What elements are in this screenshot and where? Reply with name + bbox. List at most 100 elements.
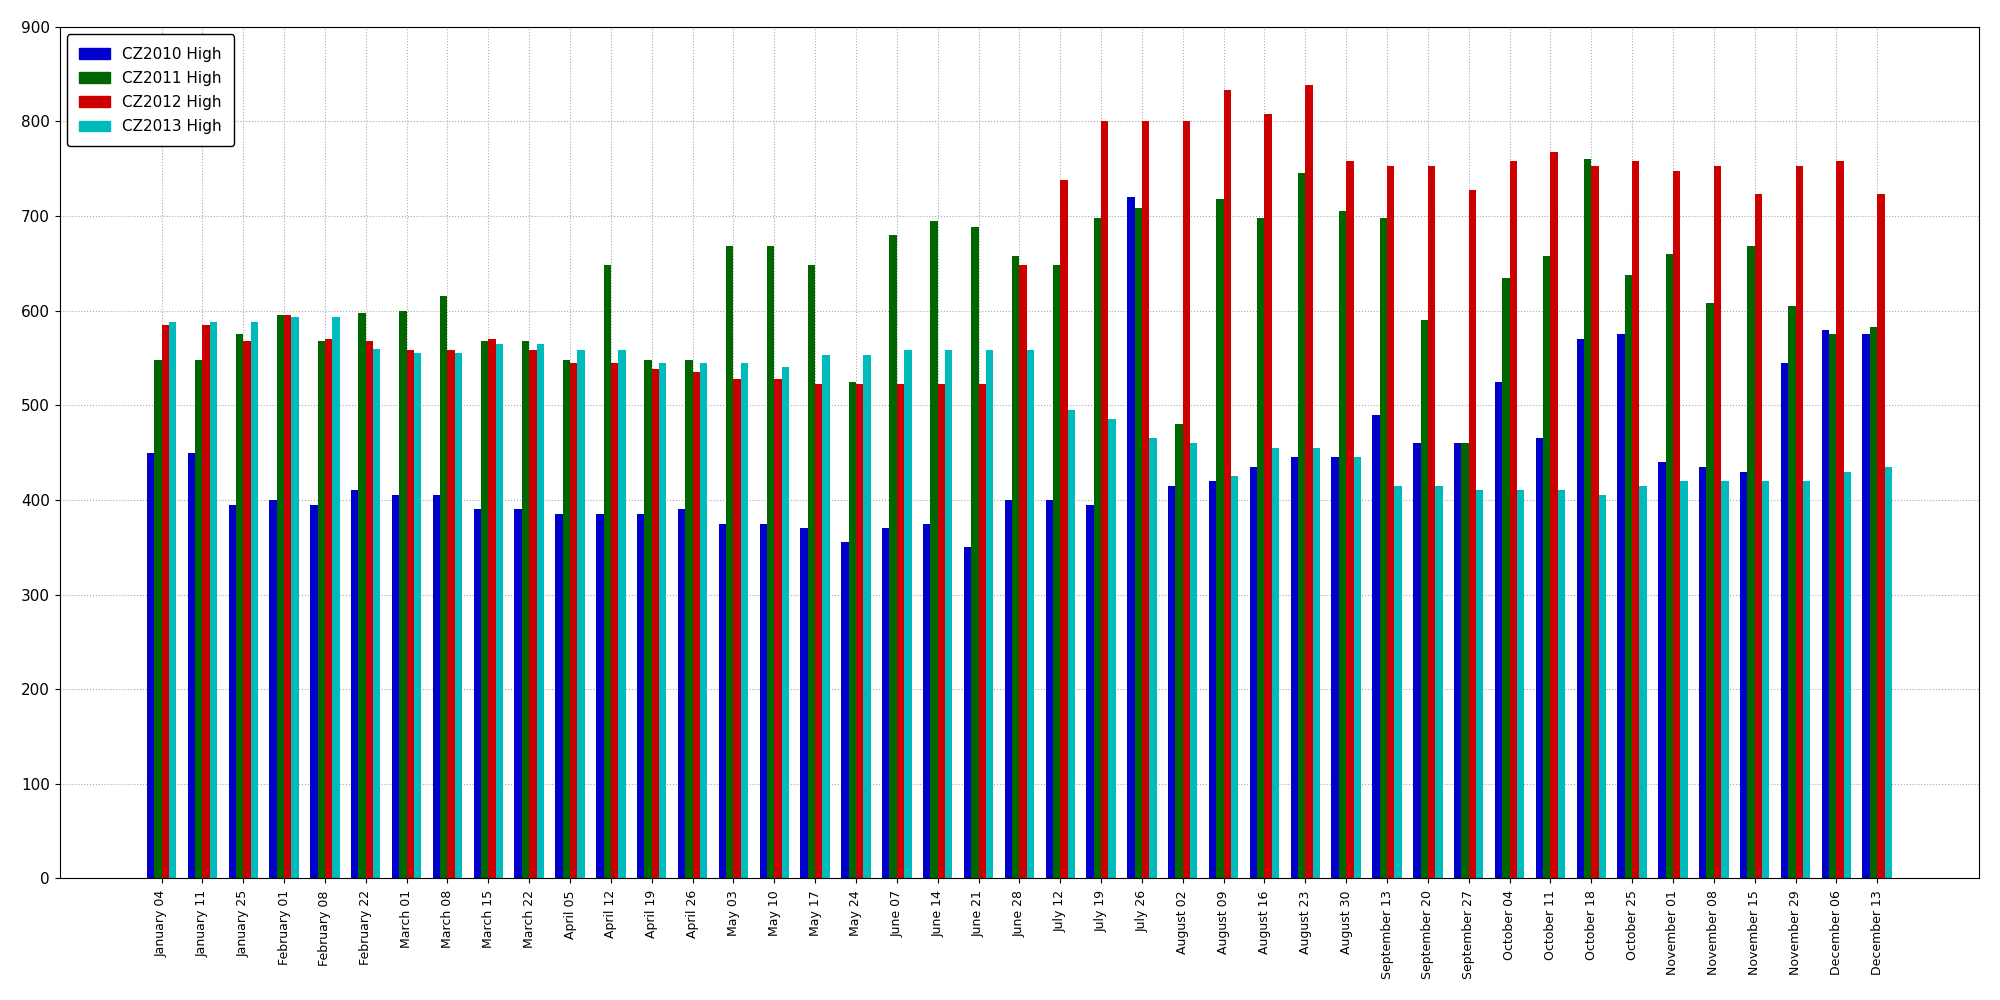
Bar <box>1020 265 1026 878</box>
Bar <box>1558 490 1566 878</box>
Bar <box>1700 467 1706 878</box>
Bar <box>1836 161 1844 878</box>
Bar <box>210 322 218 878</box>
Bar <box>1272 448 1280 878</box>
Bar <box>896 384 904 878</box>
Bar <box>1428 166 1436 878</box>
Bar <box>522 341 530 878</box>
Bar <box>1102 121 1108 878</box>
Bar <box>760 524 766 878</box>
Bar <box>964 547 972 878</box>
Bar <box>1052 265 1060 878</box>
Bar <box>514 509 522 878</box>
Bar <box>1182 121 1190 878</box>
Bar <box>1632 161 1640 878</box>
Bar <box>146 453 154 878</box>
Bar <box>556 514 562 878</box>
Bar <box>1176 424 1182 878</box>
Bar <box>188 453 196 878</box>
Bar <box>454 353 462 878</box>
Bar <box>848 382 856 878</box>
Bar <box>406 350 414 878</box>
Bar <box>310 505 318 878</box>
Bar <box>276 315 284 878</box>
Bar <box>1306 85 1312 878</box>
Bar <box>366 341 374 878</box>
Bar <box>578 350 584 878</box>
Bar <box>1094 218 1102 878</box>
Bar <box>782 367 788 878</box>
Bar <box>1290 457 1298 878</box>
Bar <box>1672 171 1680 878</box>
Bar <box>922 524 930 878</box>
Bar <box>1454 443 1462 878</box>
Bar <box>496 344 504 878</box>
Bar <box>1190 443 1198 878</box>
Bar <box>1216 199 1224 878</box>
Bar <box>1516 490 1524 878</box>
Bar <box>1830 334 1836 878</box>
Bar <box>292 317 298 878</box>
Bar <box>856 384 864 878</box>
Bar <box>930 221 938 878</box>
Bar <box>1230 476 1238 878</box>
Bar <box>660 363 666 878</box>
Bar <box>1394 486 1402 878</box>
Bar <box>986 350 994 878</box>
Bar <box>638 514 644 878</box>
Bar <box>318 341 324 878</box>
Bar <box>816 384 822 878</box>
Bar <box>1870 327 1878 878</box>
Bar <box>1086 505 1094 878</box>
Bar <box>718 524 726 878</box>
Bar <box>1108 419 1116 878</box>
Bar <box>392 495 400 878</box>
Bar <box>692 372 700 878</box>
Bar <box>440 296 448 878</box>
Bar <box>374 349 380 878</box>
Bar <box>1250 467 1258 878</box>
Bar <box>1754 194 1762 878</box>
Bar <box>168 322 176 878</box>
Legend: CZ2010 High, CZ2011 High, CZ2012 High, CZ2013 High: CZ2010 High, CZ2011 High, CZ2012 High, C… <box>68 34 234 146</box>
Bar <box>1128 197 1134 878</box>
Bar <box>882 528 890 878</box>
Bar <box>1658 462 1666 878</box>
Bar <box>1012 256 1020 878</box>
Bar <box>1462 443 1468 878</box>
Bar <box>1780 363 1788 878</box>
Bar <box>1468 190 1476 878</box>
Bar <box>1168 486 1176 878</box>
Bar <box>1068 410 1074 878</box>
Bar <box>1510 161 1516 878</box>
Bar <box>904 350 912 878</box>
Bar <box>332 317 340 878</box>
Bar <box>822 355 830 878</box>
Bar <box>1862 334 1870 878</box>
Bar <box>244 341 250 878</box>
Bar <box>978 384 986 878</box>
Bar <box>162 325 168 878</box>
Bar <box>972 227 978 878</box>
Bar <box>1476 490 1484 878</box>
Bar <box>740 363 748 878</box>
Bar <box>1884 467 1892 878</box>
Bar <box>562 360 570 878</box>
Bar <box>1224 90 1230 878</box>
Bar <box>270 500 276 878</box>
Bar <box>1680 481 1688 878</box>
Bar <box>488 339 496 878</box>
Bar <box>202 325 210 878</box>
Bar <box>1354 457 1360 878</box>
Bar <box>1788 306 1796 878</box>
Bar <box>1338 211 1346 878</box>
Bar <box>1208 481 1216 878</box>
Bar <box>1666 254 1672 878</box>
Bar <box>358 313 366 878</box>
Bar <box>324 339 332 878</box>
Bar <box>1714 166 1722 878</box>
Bar <box>800 528 808 878</box>
Bar <box>570 363 578 878</box>
Bar <box>1624 275 1632 878</box>
Bar <box>766 246 774 878</box>
